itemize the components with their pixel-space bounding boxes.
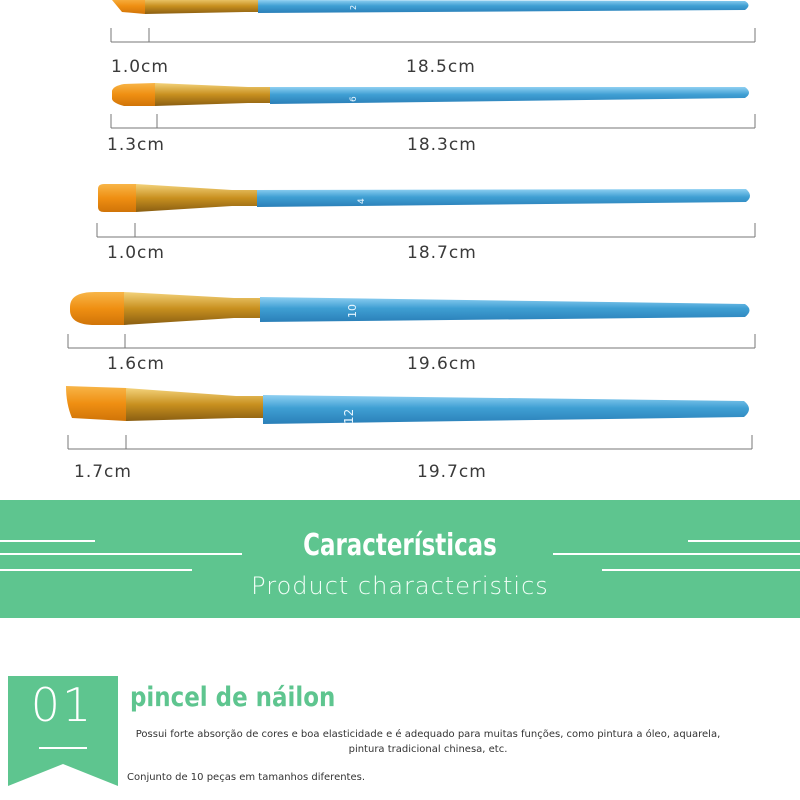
- brush-measurement-illustration: 2 6 4: [66, 0, 756, 450]
- brush-5-number: 12: [342, 409, 356, 424]
- dimension-2: [110, 114, 756, 129]
- brush-5-handle: [263, 395, 749, 424]
- brush-2-bristles: [112, 83, 155, 106]
- dimension-5: [67, 435, 753, 450]
- brush-1-total-length: 18.5cm: [406, 57, 476, 77]
- feature-description: Possui forte absorção de cores e boa ela…: [135, 729, 721, 755]
- brush-1-tip-length: 1.0cm: [111, 57, 169, 77]
- brush-2: 6: [112, 83, 749, 106]
- banner-subtitle: Product characteristics: [251, 572, 549, 600]
- brush-1-ferrule: [145, 0, 258, 14]
- brush-2-total-length: 18.3cm: [407, 135, 477, 155]
- brush-5: 12: [66, 386, 749, 424]
- banner-line: [0, 569, 192, 571]
- brush-3-bristles: [98, 184, 136, 212]
- feature-number: 01: [30, 678, 94, 732]
- feature-note: Conjunto de 10 peças em tamanhos diferen…: [127, 772, 366, 783]
- brush-3-ferrule: [136, 184, 257, 212]
- brush-2-handle: [270, 87, 749, 104]
- brush-4-handle: [260, 297, 750, 322]
- brush-2-number: 6: [349, 96, 359, 102]
- banner-line: [0, 540, 95, 542]
- dimension-4: [67, 334, 756, 349]
- brush-5-tip-length: 1.7cm: [74, 462, 132, 482]
- brush-5-total-length: 19.7cm: [417, 462, 487, 482]
- banner-line: [688, 540, 800, 542]
- brush-2-tip-length: 1.3cm: [107, 135, 165, 155]
- brush-4-ferrule: [124, 292, 260, 325]
- brush-2-ferrule: [155, 83, 270, 106]
- banner-line: [602, 569, 800, 571]
- brush-4-bristles: [70, 292, 124, 325]
- banner-line: [0, 553, 242, 555]
- brush-5-bristles: [66, 386, 126, 421]
- brush-4-number: 10: [346, 304, 359, 318]
- brush-4-total-length: 19.6cm: [407, 354, 477, 374]
- brush-1: 2: [112, 0, 749, 14]
- brush-1-bristles: [112, 0, 145, 14]
- brush-3: 4: [98, 184, 750, 212]
- feature-title: pincel de náilon: [130, 682, 336, 713]
- brush-3-number: 4: [357, 198, 367, 204]
- brush-4-tip-length: 1.6cm: [107, 354, 165, 374]
- brush-3-total-length: 18.7cm: [407, 243, 477, 263]
- feature-number-badge: [8, 676, 118, 786]
- brush-3-tip-length: 1.0cm: [107, 243, 165, 263]
- dimension-1: [110, 28, 756, 43]
- brush-1-handle: [258, 0, 749, 13]
- brush-5-ferrule: [126, 388, 263, 421]
- dimension-3: [96, 223, 756, 238]
- brush-4: 10: [70, 292, 750, 325]
- brush-3-handle: [257, 189, 750, 207]
- characteristics-banner: Características Product characteristics: [0, 500, 800, 618]
- banner-title: Características: [303, 528, 497, 563]
- brush-1-number: 2: [349, 5, 358, 10]
- banner-line: [553, 553, 800, 555]
